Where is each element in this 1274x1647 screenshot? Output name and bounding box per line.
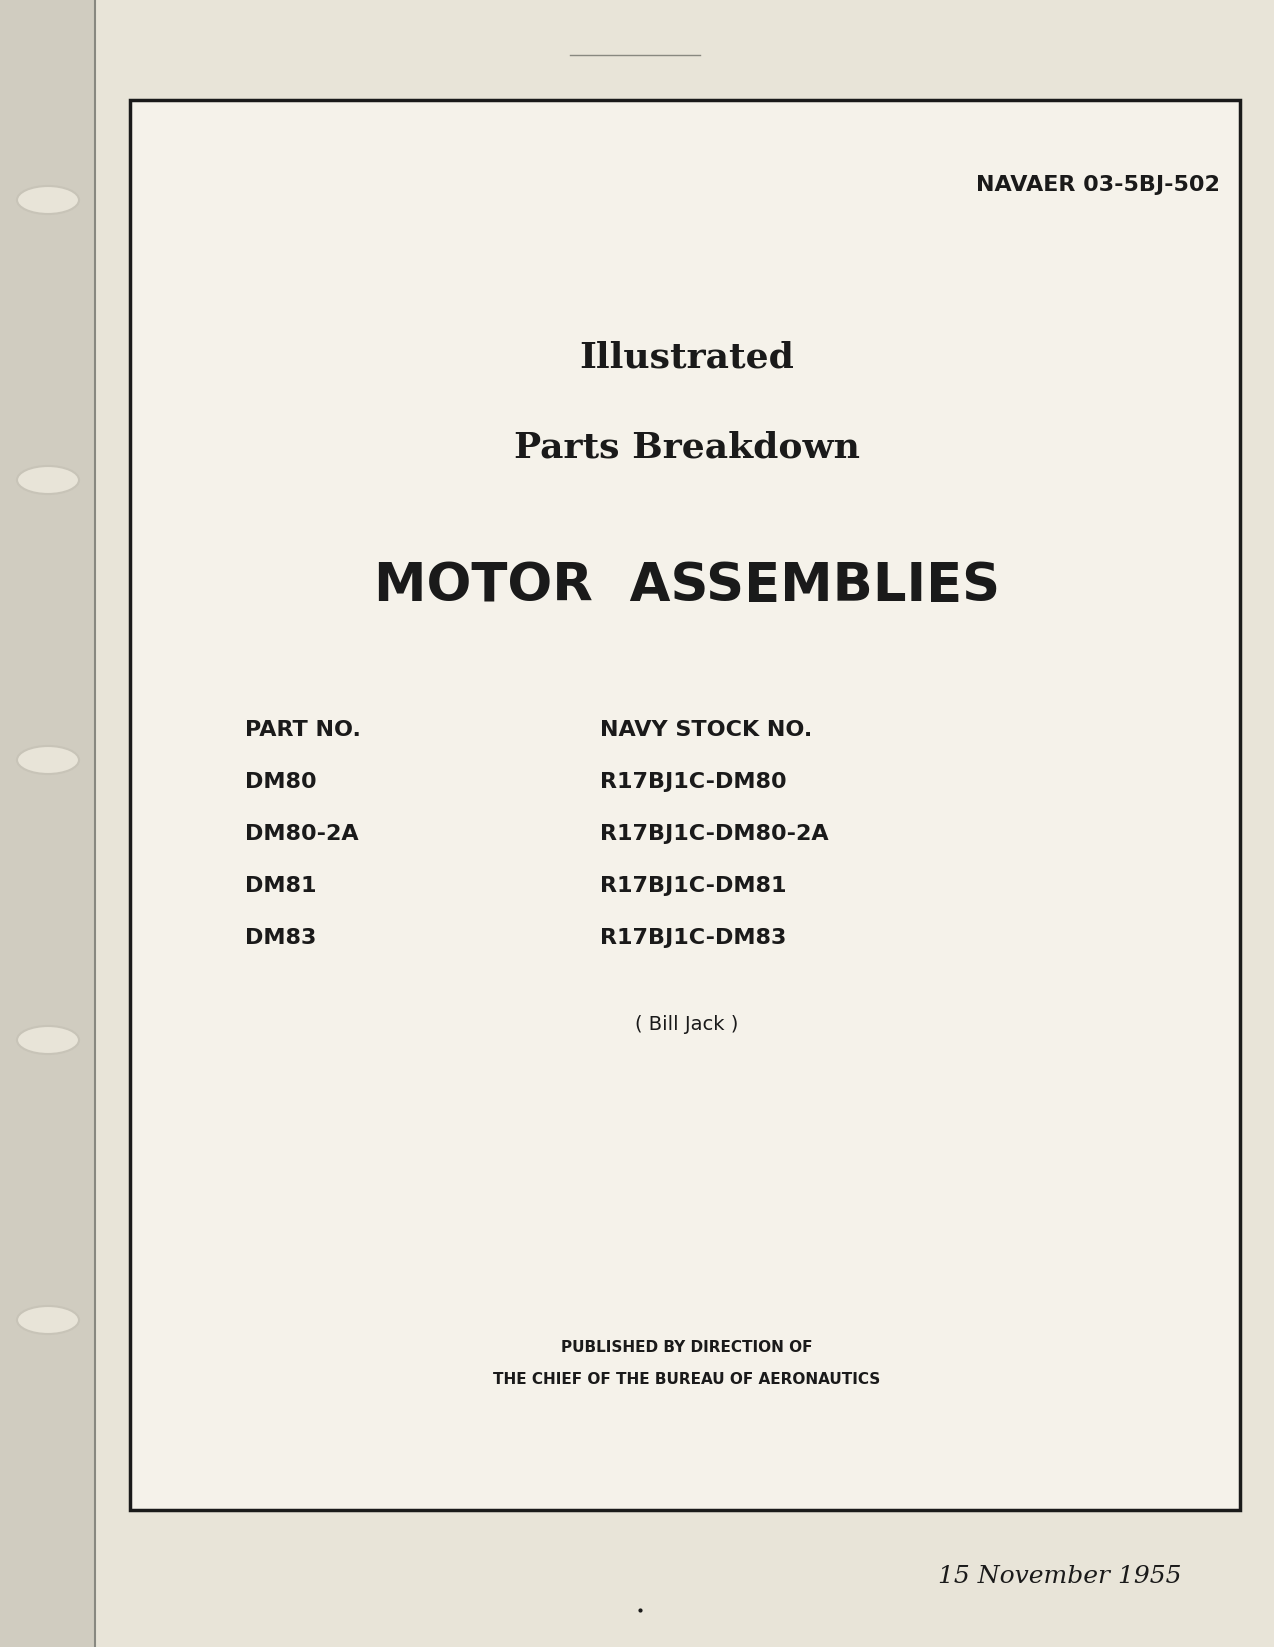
Text: Parts Breakdown: Parts Breakdown [513,430,860,464]
Ellipse shape [17,1306,79,1334]
Text: NAVY STOCK NO.: NAVY STOCK NO. [600,720,813,740]
Text: Illustrated: Illustrated [580,339,795,374]
Text: DM80-2A: DM80-2A [245,824,358,843]
Text: R17BJ1C-DM83: R17BJ1C-DM83 [600,927,786,949]
Text: R17BJ1C-DM80-2A: R17BJ1C-DM80-2A [600,824,828,843]
Ellipse shape [17,466,79,494]
Text: THE CHIEF OF THE BUREAU OF AERONAUTICS: THE CHIEF OF THE BUREAU OF AERONAUTICS [493,1372,880,1387]
Ellipse shape [17,1026,79,1054]
Text: DM80: DM80 [245,772,317,792]
FancyBboxPatch shape [130,100,1240,1510]
FancyBboxPatch shape [0,0,96,1647]
Text: DM83: DM83 [245,927,316,949]
Text: 15 November 1955: 15 November 1955 [938,1565,1182,1588]
Ellipse shape [17,746,79,774]
Text: PART NO.: PART NO. [245,720,361,740]
Text: MOTOR  ASSEMBLIES: MOTOR ASSEMBLIES [375,560,1000,613]
Text: NAVAER 03-5BJ-502: NAVAER 03-5BJ-502 [976,175,1220,194]
Ellipse shape [17,186,79,214]
Text: R17BJ1C-DM81: R17BJ1C-DM81 [600,876,786,896]
Text: R17BJ1C-DM80: R17BJ1C-DM80 [600,772,786,792]
Text: DM81: DM81 [245,876,316,896]
Text: ( Bill Jack ): ( Bill Jack ) [636,1015,739,1034]
Text: PUBLISHED BY DIRECTION OF: PUBLISHED BY DIRECTION OF [562,1341,813,1355]
